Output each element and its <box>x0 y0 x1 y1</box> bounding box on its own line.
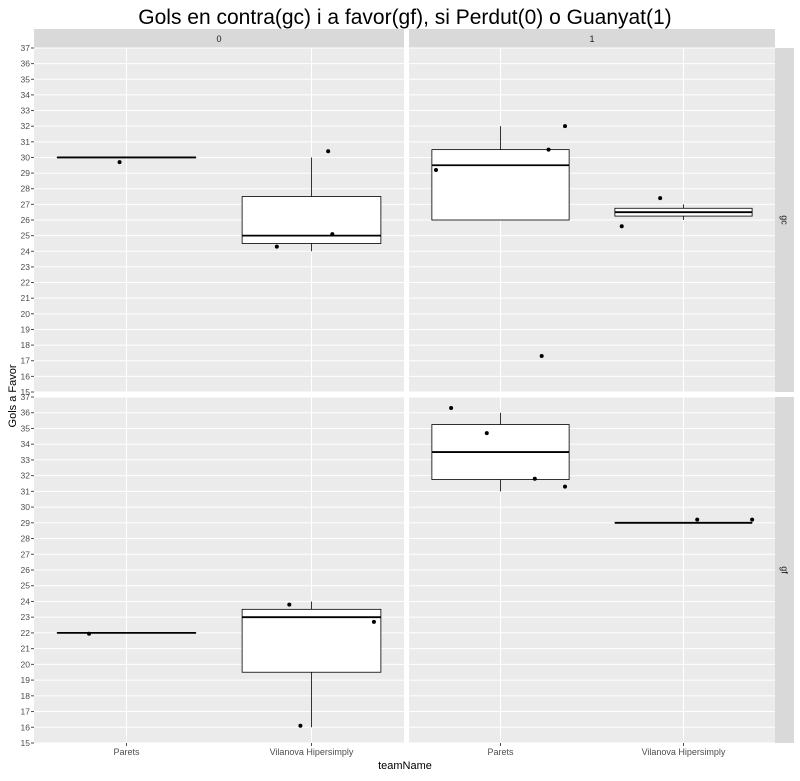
data-point <box>485 431 489 435</box>
y-tick-label: 30 <box>21 152 31 162</box>
facet-strip-label: gf <box>780 566 790 574</box>
y-tick-label: 37 <box>21 43 31 53</box>
y-tick-label: 23 <box>21 612 31 622</box>
y-tick-label: 31 <box>21 486 31 496</box>
data-point <box>658 196 662 200</box>
y-tick-label: 22 <box>21 628 31 638</box>
data-point <box>87 632 91 636</box>
y-tick-label: 25 <box>21 231 31 241</box>
y-tick-label: 16 <box>21 371 31 381</box>
data-point <box>330 232 334 236</box>
x-tick-label: Vilanova Hipersimply <box>642 747 726 757</box>
y-tick-label: 22 <box>21 278 31 288</box>
y-tick-label: 20 <box>21 659 31 669</box>
chart-title: Gols en contra(gc) i a favor(gf), si Per… <box>138 6 671 29</box>
y-tick-label: 34 <box>21 90 31 100</box>
y-tick-label: 27 <box>21 549 31 559</box>
y-tick-label: 35 <box>21 423 31 433</box>
y-tick-label: 24 <box>21 596 31 606</box>
data-point <box>372 620 376 624</box>
data-point <box>287 603 291 607</box>
y-tick-label: 23 <box>21 262 31 272</box>
data-point <box>540 354 544 358</box>
data-point <box>118 160 122 164</box>
box-body <box>432 150 569 220</box>
y-tick-label: 21 <box>21 644 31 654</box>
x-tick-label: Vilanova Hipersimply <box>270 747 354 757</box>
facet-strip-label: 1 <box>589 34 594 44</box>
y-tick-label: 25 <box>21 581 31 591</box>
y-tick-label: 33 <box>21 106 31 116</box>
y-tick-label: 31 <box>21 137 31 147</box>
data-point <box>547 148 551 152</box>
y-tick-label: 18 <box>21 340 31 350</box>
y-tick-label: 36 <box>21 59 31 69</box>
y-tick-label: 34 <box>21 439 31 449</box>
y-tick-label: 33 <box>21 455 31 465</box>
y-tick-label: 29 <box>21 168 31 178</box>
y-tick-label: 24 <box>21 246 31 256</box>
data-point <box>449 406 453 410</box>
data-point <box>533 477 537 481</box>
y-tick-label: 20 <box>21 309 31 319</box>
data-point <box>620 224 624 228</box>
facet-strip-label: gc <box>780 215 790 225</box>
data-point <box>695 518 699 522</box>
y-tick-label: 21 <box>21 293 31 303</box>
data-point <box>298 724 302 728</box>
y-tick-label: 32 <box>21 471 31 481</box>
data-point <box>326 149 330 153</box>
y-tick-label: 29 <box>21 518 31 528</box>
data-point <box>750 518 754 522</box>
panels-layer: 0 1 gc gf 15 16 17 18 19 20 21 22 23 24 25 26 27 28 29 30 31… <box>21 29 794 757</box>
data-point <box>275 245 279 249</box>
y-tick-label: 19 <box>21 324 31 334</box>
data-point <box>563 485 567 489</box>
y-tick-label: 16 <box>21 722 31 732</box>
y-tick-label: 32 <box>21 121 31 131</box>
y-tick-label: 26 <box>21 215 31 225</box>
y-tick-label: 19 <box>21 675 31 685</box>
y-axis-title: Gols a Favor <box>7 364 19 427</box>
x-tick-label: Parets <box>487 747 514 757</box>
box-body <box>242 609 381 672</box>
x-tick-label: Parets <box>113 747 140 757</box>
y-tick-label: 27 <box>21 199 31 209</box>
y-tick-label: 26 <box>21 565 31 575</box>
y-tick-label: 15 <box>21 738 31 748</box>
y-tick-label: 37 <box>21 392 31 402</box>
x-axis-title: teamName <box>378 760 432 772</box>
y-tick-label: 30 <box>21 502 31 512</box>
y-tick-label: 35 <box>21 74 31 84</box>
y-tick-label: 36 <box>21 408 31 418</box>
y-tick-label: 28 <box>21 534 31 544</box>
data-point <box>434 168 438 172</box>
y-tick-label: 17 <box>21 356 31 366</box>
y-tick-label: 18 <box>21 691 31 701</box>
y-tick-label: 17 <box>21 707 31 717</box>
data-point <box>563 124 567 128</box>
facet-strip-label: 0 <box>216 34 221 44</box>
y-tick-label: 28 <box>21 184 31 194</box>
